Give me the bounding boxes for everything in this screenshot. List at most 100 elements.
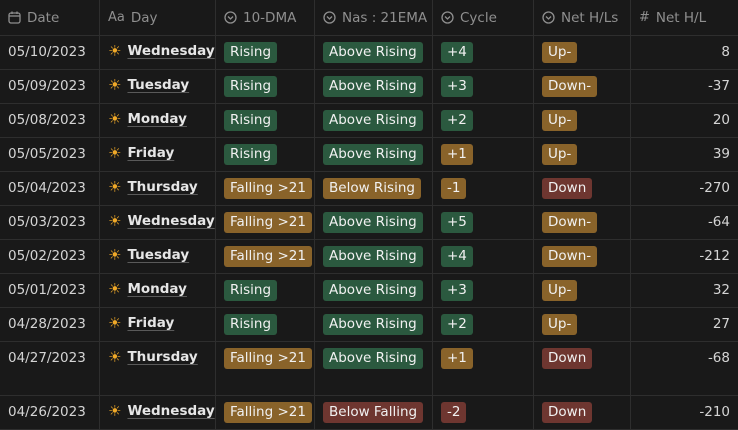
net-hl-cell[interactable]: 20 <box>631 104 738 137</box>
dma-cell[interactable]: Falling >21 <box>216 240 315 273</box>
net-hls-cell[interactable]: Down <box>534 172 631 205</box>
cycle-cell[interactable]: +2 <box>433 308 534 341</box>
cycle-cell[interactable]: +2 <box>433 104 534 137</box>
cycle-cell[interactable]: +4 <box>433 36 534 69</box>
day-page-link[interactable]: ☀ Friday <box>108 314 174 331</box>
table-row[interactable]: 04/26/2023 ☀ Wednesday Falling >21 Below Fal… <box>0 396 738 430</box>
net-hl-cell[interactable]: 27 <box>631 308 738 341</box>
day-cell[interactable]: ☀ Monday <box>100 274 216 307</box>
day-page-link[interactable]: ☀ Monday <box>108 110 187 127</box>
cycle-cell[interactable]: +3 <box>433 274 534 307</box>
day-cell[interactable]: ☀ Tuesday <box>100 70 216 103</box>
net-hl-cell[interactable]: -68 <box>631 342 738 395</box>
net-hls-cell[interactable]: Up- <box>534 36 631 69</box>
table-row[interactable]: 05/01/2023 ☀ Monday Rising Above Rising +3 Up-… <box>0 274 738 308</box>
dma-cell[interactable]: Rising <box>216 138 315 171</box>
table-row[interactable]: 05/10/2023 ☀ Wednesday Rising Above Rising +4… <box>0 36 738 70</box>
dma-cell[interactable]: Rising <box>216 36 315 69</box>
date-cell[interactable]: 05/01/2023 <box>0 274 100 307</box>
dma-cell[interactable]: Falling >21 <box>216 396 315 429</box>
date-cell[interactable]: 05/05/2023 <box>0 138 100 171</box>
day-page-link[interactable]: ☀ Thursday <box>108 348 198 365</box>
day-cell[interactable]: ☀ Thursday <box>100 172 216 205</box>
day-cell[interactable]: ☀ Wednesday <box>100 206 216 239</box>
day-cell[interactable]: ☀ Wednesday <box>100 396 216 429</box>
day-page-link[interactable]: ☀ Tuesday <box>108 76 189 93</box>
nas-21ema-cell[interactable]: Below Falling <box>315 396 433 429</box>
day-page-link[interactable]: ☀ Thursday <box>108 178 198 195</box>
nas-21ema-cell[interactable]: Above Rising <box>315 70 433 103</box>
table-row[interactable]: 04/27/2023 ☀ Thursday Falling >21 Above Risi… <box>0 342 738 396</box>
column-header-day[interactable]: Aa Day <box>100 0 216 35</box>
net-hl-cell[interactable]: -212 <box>631 240 738 273</box>
net-hl-cell[interactable]: -270 <box>631 172 738 205</box>
nas-21ema-cell[interactable]: Above Rising <box>315 138 433 171</box>
net-hl-cell[interactable]: -64 <box>631 206 738 239</box>
net-hl-cell[interactable]: 8 <box>631 36 738 69</box>
date-cell[interactable]: 05/04/2023 <box>0 172 100 205</box>
day-cell[interactable]: ☀ Monday <box>100 104 216 137</box>
dma-cell[interactable]: Rising <box>216 70 315 103</box>
date-cell[interactable]: 04/26/2023 <box>0 396 100 429</box>
net-hls-cell[interactable]: Up- <box>534 274 631 307</box>
net-hl-cell[interactable]: -210 <box>631 396 738 429</box>
cycle-cell[interactable]: +4 <box>433 240 534 273</box>
nas-21ema-cell[interactable]: Below Rising <box>315 172 433 205</box>
nas-21ema-cell[interactable]: Above Rising <box>315 206 433 239</box>
column-header-nas-21ema[interactable]: Nas : 21EMA <box>315 0 433 35</box>
table-row[interactable]: 05/08/2023 ☀ Monday Rising Above Rising +2 Up-… <box>0 104 738 138</box>
net-hls-cell[interactable]: Down- <box>534 70 631 103</box>
day-cell[interactable]: ☀ Friday <box>100 308 216 341</box>
day-page-link[interactable]: ☀ Wednesday <box>108 402 215 419</box>
day-page-link[interactable]: ☀ Monday <box>108 280 187 297</box>
dma-cell[interactable]: Rising <box>216 104 315 137</box>
cycle-cell[interactable]: +1 <box>433 138 534 171</box>
net-hl-cell[interactable]: 39 <box>631 138 738 171</box>
cycle-cell[interactable]: -1 <box>433 172 534 205</box>
date-cell[interactable]: 04/27/2023 <box>0 342 100 395</box>
column-header-net-hl[interactable]: # Net H/L <box>631 0 738 35</box>
column-header-10dma[interactable]: 10-DMA <box>216 0 315 35</box>
date-cell[interactable]: 05/03/2023 <box>0 206 100 239</box>
nas-21ema-cell[interactable]: Above Rising <box>315 308 433 341</box>
net-hls-cell[interactable]: Up- <box>534 308 631 341</box>
table-row[interactable]: 04/28/2023 ☀ Friday Rising Above Rising +2 Up-… <box>0 308 738 342</box>
table-row[interactable]: 05/09/2023 ☀ Tuesday Rising Above Rising +3 Do… <box>0 70 738 104</box>
day-page-link[interactable]: ☀ Tuesday <box>108 246 189 263</box>
net-hl-cell[interactable]: -37 <box>631 70 738 103</box>
dma-cell[interactable]: Rising <box>216 274 315 307</box>
column-header-date[interactable]: Date <box>0 0 100 35</box>
nas-21ema-cell[interactable]: Above Rising <box>315 274 433 307</box>
day-page-link[interactable]: ☀ Wednesday <box>108 42 215 59</box>
dma-cell[interactable]: Falling >21 <box>216 342 315 395</box>
column-header-net-hls[interactable]: Net H/Ls <box>534 0 631 35</box>
dma-cell[interactable]: Rising <box>216 308 315 341</box>
day-page-link[interactable]: ☀ Friday <box>108 144 174 161</box>
column-header-cycle[interactable]: Cycle <box>433 0 534 35</box>
dma-cell[interactable]: Falling >21 <box>216 206 315 239</box>
date-cell[interactable]: 05/10/2023 <box>0 36 100 69</box>
day-cell[interactable]: ☀ Thursday <box>100 342 216 395</box>
nas-21ema-cell[interactable]: Above Rising <box>315 342 433 395</box>
nas-21ema-cell[interactable]: Above Rising <box>315 240 433 273</box>
date-cell[interactable]: 05/09/2023 <box>0 70 100 103</box>
nas-21ema-cell[interactable]: Above Rising <box>315 104 433 137</box>
day-cell[interactable]: ☀ Friday <box>100 138 216 171</box>
table-row[interactable]: 05/05/2023 ☀ Friday Rising Above Rising +1 Up-… <box>0 138 738 172</box>
net-hls-cell[interactable]: Up- <box>534 104 631 137</box>
cycle-cell[interactable]: -2 <box>433 396 534 429</box>
net-hl-cell[interactable]: 32 <box>631 274 738 307</box>
table-row[interactable]: 05/03/2023 ☀ Wednesday Falling >21 Above Ris… <box>0 206 738 240</box>
date-cell[interactable]: 05/02/2023 <box>0 240 100 273</box>
net-hls-cell[interactable]: Down <box>534 396 631 429</box>
table-row[interactable]: 05/02/2023 ☀ Tuesday Falling >21 Above Risin… <box>0 240 738 274</box>
net-hls-cell[interactable]: Down <box>534 342 631 395</box>
day-page-link[interactable]: ☀ Wednesday <box>108 212 215 229</box>
cycle-cell[interactable]: +5 <box>433 206 534 239</box>
nas-21ema-cell[interactable]: Above Rising <box>315 36 433 69</box>
day-cell[interactable]: ☀ Wednesday <box>100 36 216 69</box>
net-hls-cell[interactable]: Up- <box>534 138 631 171</box>
dma-cell[interactable]: Falling >21 <box>216 172 315 205</box>
table-row[interactable]: 05/04/2023 ☀ Thursday Falling >21 Below Risi… <box>0 172 738 206</box>
net-hls-cell[interactable]: Down- <box>534 206 631 239</box>
